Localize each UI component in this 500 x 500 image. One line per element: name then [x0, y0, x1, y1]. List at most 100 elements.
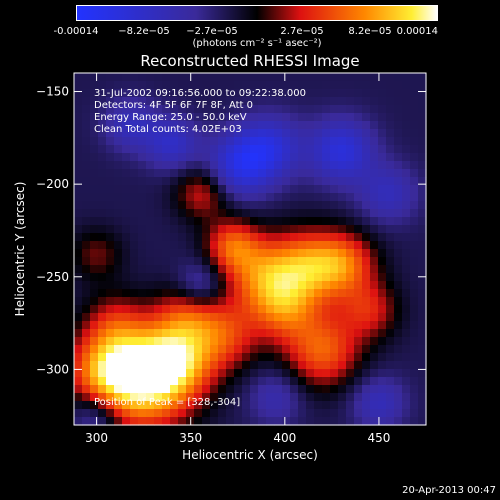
heatmap-cell [186, 241, 195, 250]
heatmap-cell [242, 289, 251, 298]
heatmap-cell [146, 185, 155, 194]
heatmap-cell [386, 281, 395, 290]
heatmap-cell [146, 177, 155, 186]
heatmap-cell [418, 297, 427, 306]
heatmap-cell [138, 289, 147, 298]
heatmap-cell [338, 169, 347, 178]
heatmap-cell [154, 417, 163, 426]
heatmap-cell [410, 209, 419, 218]
heatmap-cell [146, 329, 155, 338]
heatmap-cell [266, 73, 275, 82]
heatmap-cell [106, 289, 115, 298]
heatmap-cell [226, 185, 235, 194]
heatmap-cell [170, 97, 179, 106]
heatmap-cell [114, 209, 123, 218]
heatmap-cell [282, 201, 291, 210]
heatmap-cell [258, 225, 267, 234]
heatmap-cell [314, 209, 323, 218]
heatmap-cell [234, 353, 243, 362]
heatmap-cell [122, 113, 131, 122]
heatmap-cell [290, 377, 299, 386]
heatmap-cell [410, 185, 419, 194]
heatmap-cell [186, 265, 195, 274]
heatmap-cell [266, 233, 275, 242]
heatmap-cell [322, 353, 331, 362]
heatmap-cell [170, 377, 179, 386]
heatmap-cell [370, 297, 379, 306]
heatmap-cell [122, 321, 131, 330]
heatmap-cell [234, 297, 243, 306]
heatmap-cell [298, 393, 307, 402]
heatmap-cell [274, 353, 283, 362]
heatmap-cell [274, 153, 283, 162]
heatmap-cell [330, 137, 339, 146]
heatmap-cell [418, 185, 427, 194]
heatmap-cell [170, 369, 179, 378]
heatmap-cell [130, 361, 139, 370]
heatmap-cell [250, 73, 259, 82]
heatmap-cell [74, 257, 83, 266]
heatmap-cell [394, 153, 403, 162]
heatmap-cell [146, 97, 155, 106]
heatmap-cell [130, 81, 139, 90]
heatmap-cell [210, 81, 219, 90]
heatmap-cell [306, 361, 315, 370]
heatmap-cell [234, 281, 243, 290]
heatmap-cell [202, 353, 211, 362]
heatmap-cell [322, 369, 331, 378]
heatmap-cell [90, 81, 99, 90]
heatmap-cell [386, 97, 395, 106]
heatmap-cell [386, 137, 395, 146]
heatmap-cell [290, 361, 299, 370]
heatmap-cell [74, 225, 83, 234]
heatmap-cell [314, 201, 323, 210]
heatmap-cell [226, 73, 235, 82]
heatmap-cell [354, 401, 363, 410]
x-tick-label: 350 [179, 431, 202, 445]
heatmap-cell [306, 313, 315, 322]
heatmap-cell [90, 329, 99, 338]
heatmap-cell [242, 225, 251, 234]
heatmap-cell [322, 257, 331, 266]
heatmap-cell [170, 81, 179, 90]
heatmap-cell [218, 281, 227, 290]
heatmap-cell [122, 97, 131, 106]
heatmap-cell [306, 409, 315, 418]
heatmap-cell [234, 313, 243, 322]
heatmap-cell [402, 73, 411, 82]
heatmap-cell [74, 417, 83, 426]
heatmap-cell [370, 257, 379, 266]
heatmap-cell [330, 169, 339, 178]
heatmap-cell [194, 289, 203, 298]
heatmap-cell [106, 417, 115, 426]
heatmap-cell [386, 273, 395, 282]
heatmap-cell [362, 385, 371, 394]
heatmap-cell [138, 97, 147, 106]
heatmap-cell [258, 113, 267, 122]
chart-title: Reconstructed RHESSI Image [140, 52, 360, 70]
heatmap-cell [354, 97, 363, 106]
heatmap-cell [242, 401, 251, 410]
heatmap-cell [178, 329, 187, 338]
heatmap-cell [314, 377, 323, 386]
heatmap-cell [242, 129, 251, 138]
heatmap-cell [378, 385, 387, 394]
heatmap-cell [418, 113, 427, 122]
heatmap-cell [250, 385, 259, 394]
heatmap-cell [346, 401, 355, 410]
heatmap-cell [154, 129, 163, 138]
heatmap-cell [90, 225, 99, 234]
heatmap-cell [282, 129, 291, 138]
heatmap-cell [418, 361, 427, 370]
heatmap-cell [170, 193, 179, 202]
heatmap-cell [218, 385, 227, 394]
heatmap-cell [306, 145, 315, 154]
heatmap-cell [274, 89, 283, 98]
heatmap-cell [146, 201, 155, 210]
heatmap-cell [378, 345, 387, 354]
heatmap-cell [146, 193, 155, 202]
heatmap-cell [218, 81, 227, 90]
heatmap-cell [178, 177, 187, 186]
heatmap-cell [298, 137, 307, 146]
heatmap-cell [282, 169, 291, 178]
